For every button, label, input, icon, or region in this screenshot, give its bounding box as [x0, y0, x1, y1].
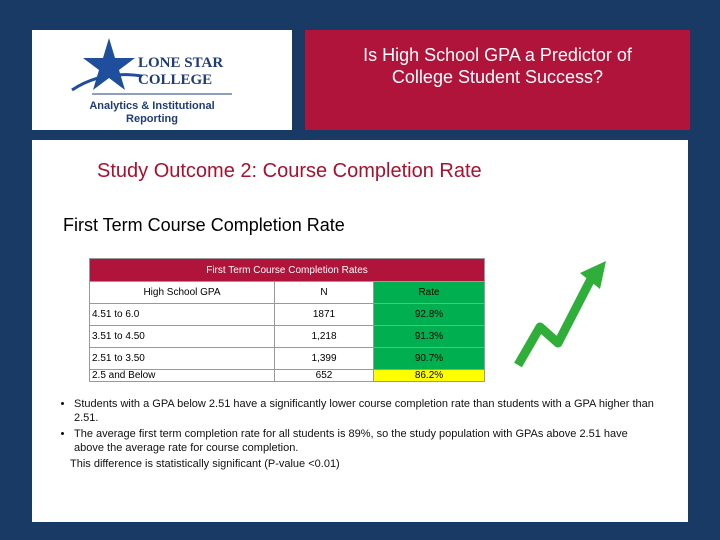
logo-line1: LONE STAR: [138, 55, 223, 71]
logo-panel: LONE STAR COLLEGE Analytics & Institutio…: [32, 30, 292, 130]
content-panel: Study Outcome 2: Course Completion Rate …: [32, 140, 688, 522]
n-cell: 1871: [274, 303, 374, 326]
note: This difference is statistically signifi…: [70, 458, 340, 470]
gpa-cell: 2.5 and Below: [89, 369, 275, 382]
table-caption: First Term Course Completion Rates: [89, 258, 485, 282]
n-cell: 652: [274, 369, 374, 382]
logo-swoosh: [71, 73, 143, 92]
table-row: 2.51 to 3.50 1,399 90.7%: [89, 347, 485, 370]
title-panel: Is High School GPA a Predictor of Colleg…: [305, 30, 690, 130]
title-line: College Student Success?: [391, 67, 604, 87]
table-row: 4.51 to 6.0 1871 92.8%: [89, 303, 485, 326]
logo-dept2: Reporting: [126, 113, 178, 125]
notes: Students with a GPA below 2.51 have a si…: [60, 397, 660, 471]
subheading: First Term Course Completion Rate: [63, 215, 345, 235]
rate-cell: 91.3%: [373, 325, 485, 348]
column-header: Rate: [373, 281, 485, 304]
table-row: 2.5 and Below 652 86.2%: [89, 369, 485, 382]
bullet: Students with a GPA below 2.51 have a si…: [74, 397, 660, 425]
n-cell: 1,399: [274, 347, 374, 370]
column-header: High School GPA: [89, 281, 275, 304]
arrow-graphic: [514, 261, 606, 368]
logo-star: [83, 38, 135, 90]
column-header: N: [274, 281, 374, 304]
gpa-cell: 3.51 to 4.50: [89, 325, 275, 348]
logo-dept1: Analytics & Institutional: [89, 100, 214, 112]
title-line: Is High School GPA a Predictor of: [363, 45, 632, 65]
table-body: 4.51 to 6.0 1871 92.8% 3.51 to 4.50 1,218 91.…: [89, 303, 485, 382]
arrow-head: [580, 261, 606, 289]
bullet: The average first term completion rate f…: [74, 427, 660, 455]
gpa-cell: 2.51 to 3.50: [89, 347, 275, 370]
rate-cell: 86.2%: [373, 369, 485, 382]
logo: LONE STAR COLLEGE Analytics & Institutio…: [71, 38, 232, 125]
rate-cell: 92.8%: [373, 303, 485, 326]
arrow-line: [514, 274, 597, 368]
table-row: 3.51 to 4.50 1,218 91.3%: [89, 325, 485, 348]
gpa-cell: 4.51 to 6.0: [89, 303, 275, 326]
logo-line2: COLLEGE: [138, 72, 212, 88]
heading: Study Outcome 2: Course Completion Rate: [97, 160, 482, 182]
rate-cell: 90.7%: [373, 347, 485, 370]
table: First Term Course Completion Rates High …: [89, 258, 485, 382]
n-cell: 1,218: [274, 325, 374, 348]
